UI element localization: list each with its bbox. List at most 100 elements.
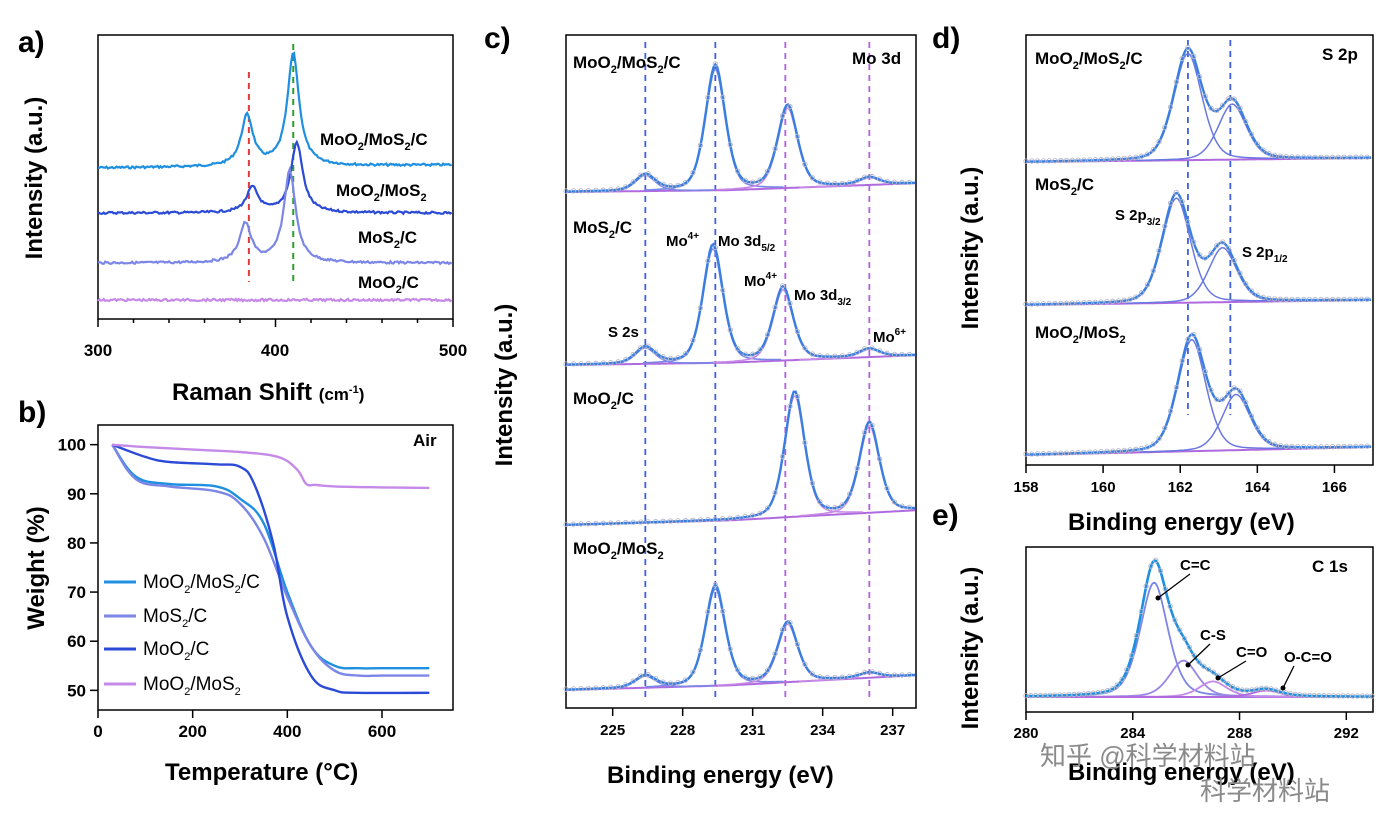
mo3d-label-s1: MoS2/C (573, 218, 632, 241)
s2p-data-point (1219, 102, 1226, 109)
mo3d-data-point (884, 350, 890, 356)
mo3d-data-point (720, 94, 726, 100)
label-part: MoO (320, 130, 358, 149)
s2p-data-point (1353, 296, 1359, 302)
c1s-data-point (1234, 686, 1241, 692)
s2p-data-point (1139, 153, 1145, 159)
mo3d-data-point (667, 183, 674, 189)
s2p-data-point (1231, 385, 1237, 391)
mo3d-data-point (690, 169, 696, 176)
mo3d-data-point (847, 491, 853, 497)
c1s-data-point (1181, 635, 1188, 642)
c1s-ylabel: Intensity (a.u.) (957, 567, 984, 730)
raman-label-s1: MoO2/MoS2 (336, 181, 427, 204)
s2p-data-point (1167, 104, 1174, 110)
mo3d-data-point (570, 188, 577, 194)
mo3d-data-point (884, 178, 890, 185)
raman-plot-frame (97, 34, 454, 320)
mo3d-xtick: 228 (670, 722, 695, 739)
s2p-data-point (1092, 449, 1099, 455)
s2p-data-point (1243, 118, 1249, 125)
s2p-data-point (1358, 443, 1365, 449)
mo3d-data-point (824, 504, 830, 510)
mo3d-data-point (615, 186, 621, 192)
mo3d-data-point (720, 516, 726, 522)
s2p-data-point (1347, 443, 1353, 450)
s2p-plot-frame (1025, 34, 1374, 466)
mo3d-data-point (854, 465, 860, 472)
mo3d-data-point (638, 673, 644, 679)
mo3d-data-point (742, 513, 748, 520)
label-part: MoS (573, 218, 609, 237)
c1s-data-point (1100, 689, 1106, 695)
mo3d-data-point (608, 359, 614, 366)
s2p-data-point (1341, 443, 1347, 450)
label-part: /C (615, 218, 632, 237)
s2p-component-line (1095, 338, 1287, 454)
c1s-data-point (1268, 686, 1274, 692)
s2p-title: S 2p (1322, 45, 1358, 64)
s2p-data-point (1110, 156, 1116, 162)
label-part: 2 (184, 651, 190, 663)
c1s-annotation: O-C=O (1284, 649, 1332, 666)
s2p-data-point (1341, 154, 1347, 160)
mo3d-data-point (764, 168, 771, 174)
c1s-component-line (1026, 581, 1372, 698)
s2p-data-point (1283, 443, 1289, 449)
mo3d-data-point (578, 361, 584, 367)
s2p-data-point (1040, 301, 1047, 307)
c1s-data-point (1157, 568, 1164, 574)
label-part: 2 (611, 400, 617, 412)
s2p-data-point (1081, 157, 1087, 163)
s2p-data-point (1364, 296, 1370, 302)
s2p-data-point (1179, 198, 1185, 205)
mo3d-data-point (652, 676, 659, 682)
s2p-data-point (1086, 449, 1093, 455)
s2p-data-point (1058, 157, 1064, 164)
label-part: /C (1126, 49, 1143, 68)
label-part: 2 (611, 64, 617, 76)
mo3d-fit-line (565, 62, 916, 193)
mo3d-data-point (697, 517, 704, 523)
mo3d-data-point (750, 179, 756, 185)
tga-xtick: 0 (93, 722, 102, 741)
c1s-annotation-arrow (1187, 643, 1211, 666)
mo3d-data-point (630, 519, 636, 525)
mo3d-data-point (832, 353, 838, 359)
s2p-data-point (1353, 443, 1359, 450)
mo3d-data-point (600, 685, 606, 691)
label-part: /MoS (1079, 323, 1120, 342)
s2p-data-point (1277, 442, 1284, 449)
s2p-data-point (1295, 444, 1301, 450)
tga-xtick: 600 (368, 722, 396, 741)
mo3d-ann-s2s: S 2s (608, 324, 639, 341)
mo3d-data-point (563, 361, 569, 367)
c1s-annotation-arrowhead (1155, 595, 1161, 601)
s2p-data-point (1300, 154, 1307, 160)
s2p-data-point (1167, 200, 1174, 206)
mo3d-background-line (566, 182, 916, 193)
mo3d-data-point (757, 346, 763, 353)
tga-ytick: 60 (67, 632, 86, 651)
s2p-data-point (1266, 295, 1272, 302)
s2p-data-point (1098, 299, 1104, 305)
c1s-data-point (1287, 691, 1293, 697)
tga-ytick: 50 (67, 681, 86, 700)
mo3d-data-point (869, 669, 875, 675)
mo3d-component-line (642, 248, 782, 364)
mo3d-ann-mo4a: Mo4+ (666, 231, 699, 250)
label-part: 2 (184, 584, 190, 596)
mo3d-component-line (717, 107, 856, 191)
mo3d-data-point (772, 304, 778, 310)
panel-b-label: b) (18, 396, 46, 429)
s2p-data-point (1202, 255, 1208, 261)
s2p-ann-32: S 2p3/2 (1115, 207, 1161, 228)
mo3d-data-point (593, 187, 599, 194)
s2p-data-point (1150, 268, 1156, 274)
mo3d-data-point (720, 287, 726, 293)
c1s-data-point (1210, 669, 1217, 675)
s2p-data-point (1214, 242, 1220, 249)
mo3d-data-point (891, 351, 898, 358)
mo3d-data-point (697, 305, 704, 311)
s2p-data-point (1098, 156, 1104, 163)
